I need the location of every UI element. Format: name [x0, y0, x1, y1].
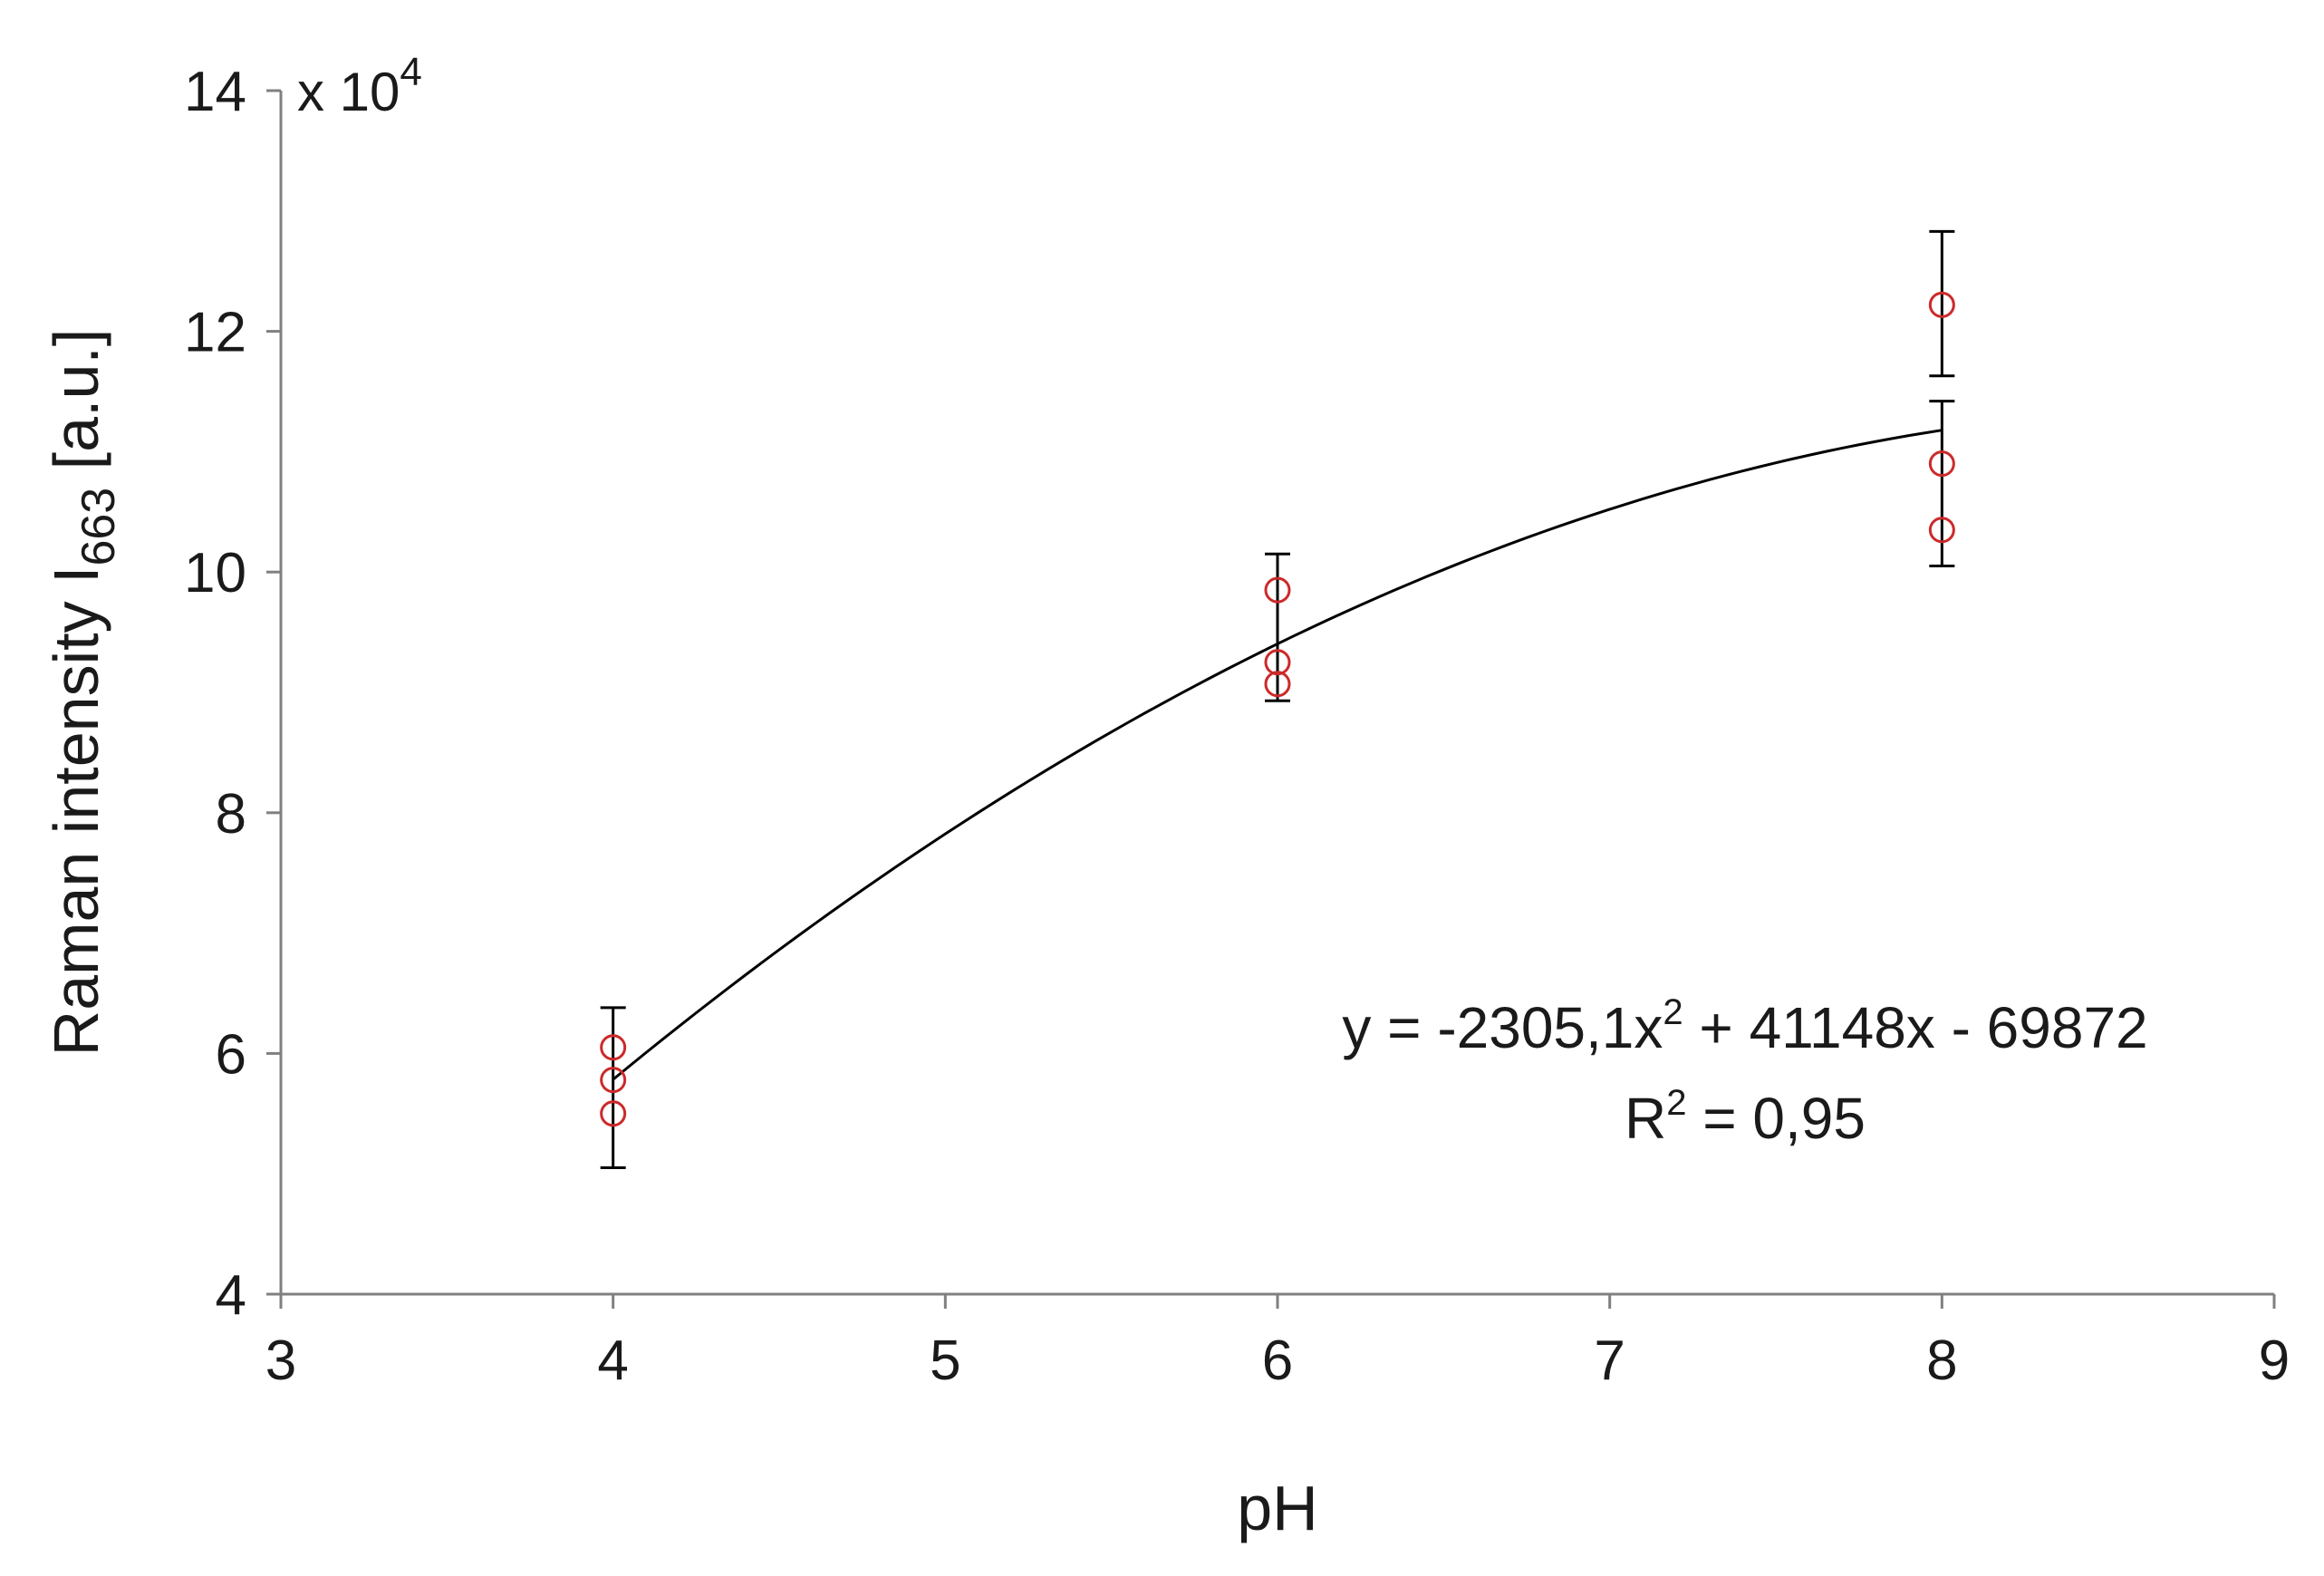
y-tick-label: 12 [184, 302, 246, 364]
data-point [600, 1034, 627, 1061]
data-point [1264, 649, 1291, 676]
x-tick-label: 4 [597, 1329, 628, 1392]
error-bar [1265, 552, 1290, 702]
y-tick-label: 6 [216, 1023, 246, 1086]
y-tick-label: 4 [216, 1264, 246, 1327]
x-tick-label: 8 [1926, 1329, 1957, 1392]
x-tick-label: 6 [1262, 1329, 1293, 1392]
x-tick-label: 3 [265, 1329, 296, 1392]
error-bar [1929, 400, 1955, 568]
data-point [1928, 517, 1955, 544]
error-bar [1929, 229, 1955, 378]
y-tick-label: 14 [184, 61, 246, 123]
data-point [1264, 576, 1291, 604]
y-tick-label: 10 [184, 542, 246, 604]
r-squared: R2 = 0,95 [1625, 1083, 1866, 1151]
y-tick-label: 8 [216, 783, 246, 846]
data-points [600, 291, 1955, 1127]
x-axis-label: pH [1237, 1473, 1317, 1543]
fit-equation: y = -2305,1x2 + 41148x - 69872 [1342, 992, 2147, 1060]
y-ticks: 4 6 8 10 12 14 [184, 61, 281, 1327]
y-axis-label: Raman intensity I663 [a.u.] [41, 329, 125, 1057]
data-point [600, 1067, 627, 1094]
fit-curve [612, 429, 1943, 1081]
data-point [600, 1100, 627, 1127]
x-tick-label: 7 [1594, 1329, 1625, 1392]
x-tick-label: 5 [930, 1329, 960, 1392]
x-ticks: 3 4 5 6 7 8 9 [265, 1294, 2290, 1392]
data-point [1928, 291, 1955, 318]
y-multiplier: x 104 [297, 50, 422, 122]
data-point [1264, 671, 1291, 698]
error-bars [600, 229, 1955, 1170]
data-point [1928, 450, 1955, 478]
x-tick-label: 9 [2259, 1329, 2290, 1392]
fit-curve-layer [612, 429, 1943, 1081]
